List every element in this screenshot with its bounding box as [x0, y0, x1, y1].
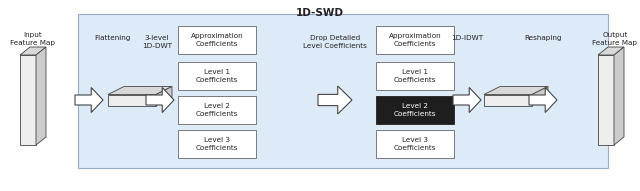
Bar	[376, 130, 454, 158]
Polygon shape	[453, 87, 481, 112]
Polygon shape	[532, 87, 548, 105]
Polygon shape	[529, 87, 557, 112]
Polygon shape	[20, 47, 46, 55]
Polygon shape	[156, 87, 172, 105]
Text: 1D-SWD: 1D-SWD	[296, 8, 344, 18]
Bar	[376, 96, 454, 124]
Bar	[178, 26, 256, 54]
Text: Approximation
Coefficients: Approximation Coefficients	[388, 33, 442, 47]
Polygon shape	[20, 55, 36, 145]
Text: 3-level
1D-DWT: 3-level 1D-DWT	[142, 35, 172, 49]
Polygon shape	[484, 87, 548, 95]
Bar	[376, 62, 454, 90]
Text: Level 2
Coefficients: Level 2 Coefficients	[394, 103, 436, 117]
Bar	[178, 130, 256, 158]
Text: Flattening: Flattening	[94, 35, 130, 41]
Polygon shape	[75, 87, 103, 112]
Bar	[376, 26, 454, 54]
Bar	[178, 62, 256, 90]
Text: Level 1
Coefficients: Level 1 Coefficients	[394, 69, 436, 83]
Polygon shape	[146, 87, 174, 112]
Bar	[178, 96, 256, 124]
Polygon shape	[318, 86, 352, 114]
Polygon shape	[108, 95, 156, 105]
Polygon shape	[36, 47, 46, 145]
Polygon shape	[598, 55, 614, 145]
Text: Level 1
Coefficients: Level 1 Coefficients	[196, 69, 238, 83]
Text: Reshaping: Reshaping	[524, 35, 562, 41]
Text: Level 3
Coefficients: Level 3 Coefficients	[196, 137, 238, 151]
Bar	[78, 14, 608, 168]
Polygon shape	[108, 87, 172, 95]
Polygon shape	[614, 47, 624, 145]
Text: Drop Detailed
Level Coefficients: Drop Detailed Level Coefficients	[303, 35, 367, 49]
Text: 1D-IDWT: 1D-IDWT	[451, 35, 483, 41]
Polygon shape	[598, 47, 624, 55]
Text: Approximation
Coefficients: Approximation Coefficients	[191, 33, 243, 47]
Text: Input
Feature Map: Input Feature Map	[10, 32, 56, 45]
Text: Level 3
Coefficients: Level 3 Coefficients	[394, 137, 436, 151]
Text: Output
Feature Map: Output Feature Map	[593, 32, 637, 45]
Polygon shape	[484, 95, 532, 105]
Text: Level 2
Coefficients: Level 2 Coefficients	[196, 103, 238, 117]
